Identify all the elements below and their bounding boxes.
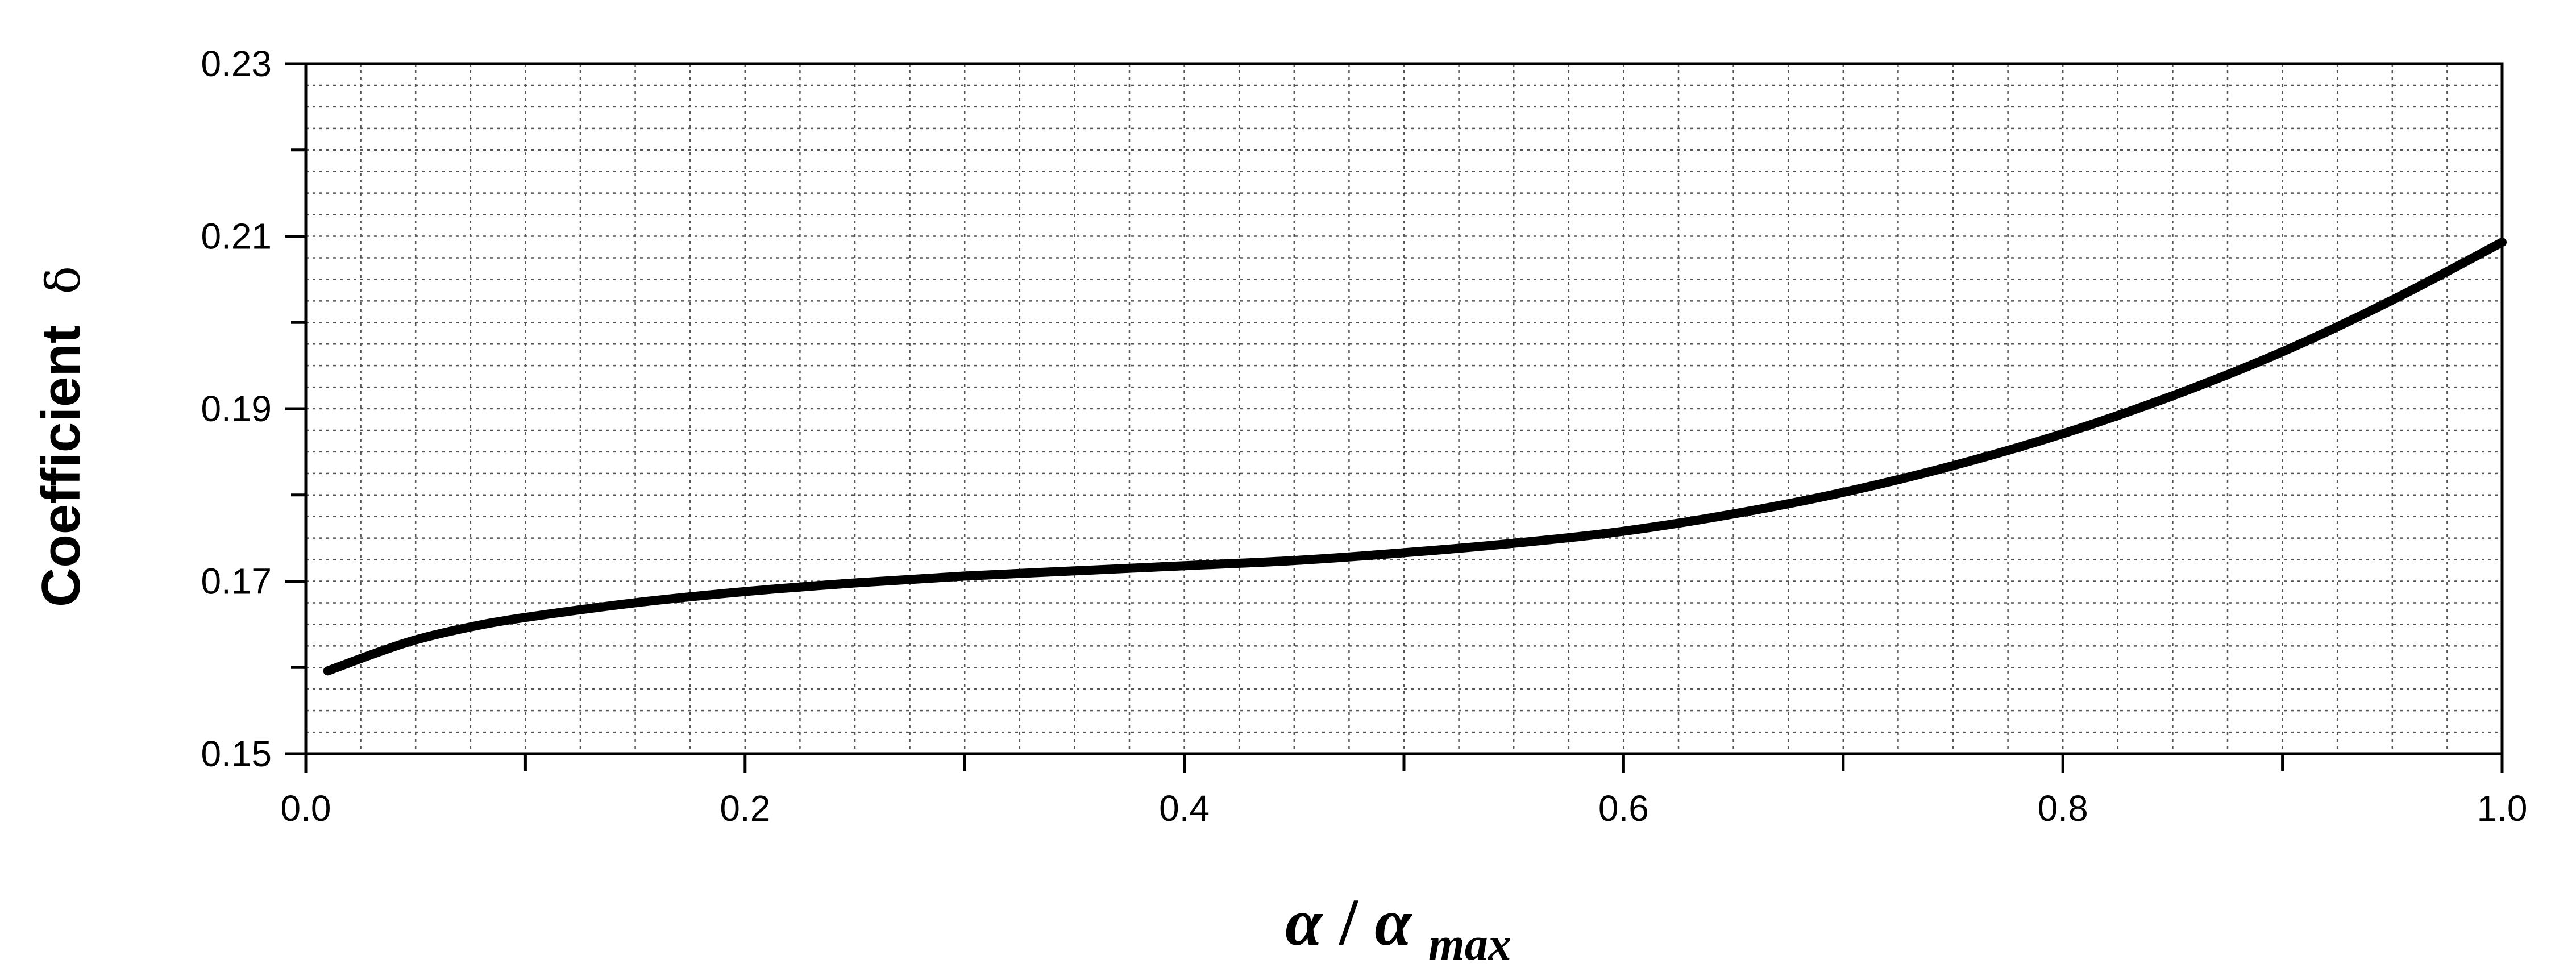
x-tick-label: 0.8 — [2038, 788, 2088, 829]
y-axis-label-text: Coefficient — [31, 325, 92, 607]
grid — [306, 64, 2502, 754]
y-tick-label: 0.21 — [201, 216, 272, 257]
series-layer — [323, 238, 2507, 676]
y-tick-label: 0.19 — [201, 388, 272, 429]
tick-labels: 0.0 0.2 0.4 0.6 0.8 1.0 0.15 0.17 0.19 0.21 0.23 — [201, 43, 2527, 829]
y-axis-label: Coefficient δ — [31, 266, 92, 607]
x-tick-label: 0.4 — [1159, 788, 1210, 829]
x-axis-label-slash: / — [1338, 885, 1358, 960]
axis-ticks — [285, 62, 2504, 773]
y-tick-label: 0.23 — [201, 43, 272, 84]
x-axis-label-subscript: max — [1428, 918, 1511, 970]
y-axis-label-symbol: δ — [37, 266, 91, 294]
y-tick-label: 0.15 — [201, 733, 272, 774]
series-line — [323, 238, 2507, 676]
x-axis-label-denominator: α — [1374, 885, 1412, 960]
x-tick-label: 0.2 — [720, 788, 770, 829]
plot-frame — [304, 62, 2504, 755]
x-axis-label: α / α max — [1285, 885, 1511, 970]
x-axis-label-main: α — [1285, 885, 1323, 960]
y-tick-label: 0.17 — [201, 561, 272, 602]
x-tick-label: 1.0 — [2477, 788, 2528, 829]
x-tick-label: 0.0 — [281, 788, 331, 829]
x-tick-label: 0.6 — [1598, 788, 1649, 829]
